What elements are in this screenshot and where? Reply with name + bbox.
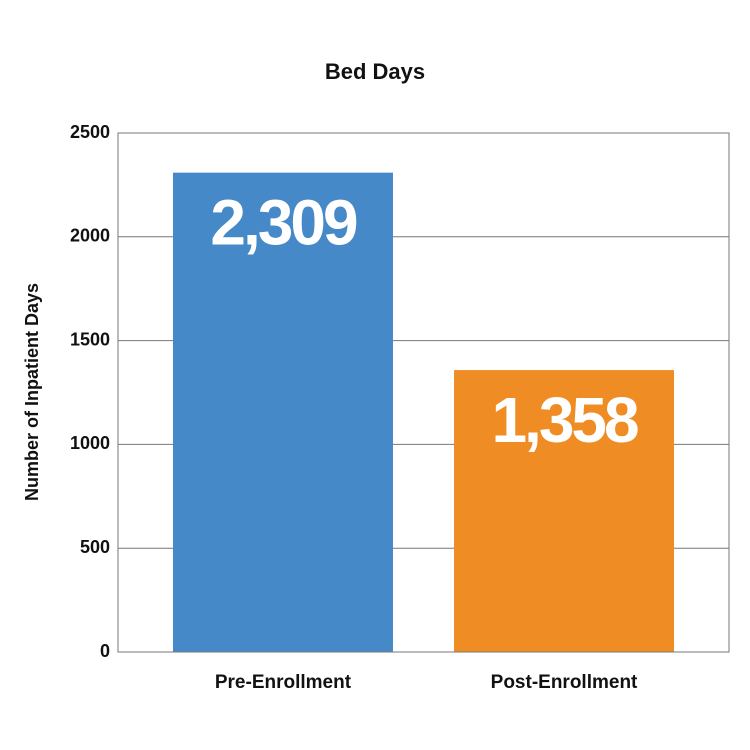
value-label: 1,358 <box>491 384 638 456</box>
chart-title: Bed Days <box>325 59 425 84</box>
y-tick-label: 2500 <box>70 122 110 142</box>
x-tick-label: Post-Enrollment <box>491 672 638 693</box>
bars: 2,309 1,358 <box>172 172 675 652</box>
y-tick-label: 1500 <box>70 329 110 349</box>
bar <box>454 370 675 652</box>
y-tick-label: 0 <box>100 641 110 661</box>
x-tick-label: Pre-Enrollment <box>215 672 352 693</box>
y-tick-label: 500 <box>80 537 110 557</box>
plot-frame <box>117 132 730 653</box>
bar <box>172 172 393 652</box>
value-label: 2,309 <box>210 187 357 259</box>
y-tick-label: 1000 <box>70 433 110 453</box>
y-tick-label: 2000 <box>70 226 110 246</box>
y-axis-title: Number of Inpatient Days <box>22 283 42 501</box>
